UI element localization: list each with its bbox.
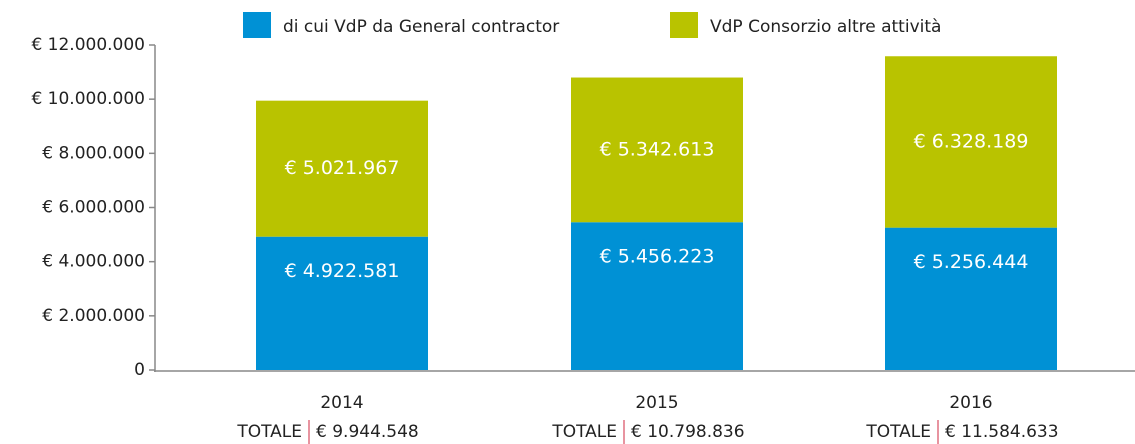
legend-label: di cui VdP da General contractor	[283, 17, 559, 37]
bar-value-label: € 5.021.967	[285, 157, 400, 179]
bar-segment	[256, 100, 428, 237]
bar-value-label: € 5.456.223	[600, 246, 715, 268]
bar-segment	[256, 236, 428, 370]
y-tick-label: € 8.000.000	[42, 143, 145, 163]
total-value: € 9.944.548	[316, 422, 419, 442]
total-label: TOTALE	[236, 422, 302, 442]
y-tick-label: € 2.000.000	[42, 306, 145, 326]
legend-swatch	[670, 12, 698, 38]
y-tick-label: € 12.000.000	[31, 35, 145, 55]
x-tick-label: 2014	[320, 393, 363, 413]
bar-segment	[885, 227, 1057, 370]
legend-swatch	[243, 12, 271, 38]
bar-segment	[885, 56, 1057, 228]
legend-label: VdP Consorzio altre attività	[710, 17, 941, 37]
y-tick-label: € 6.000.000	[42, 198, 145, 218]
total-label: TOTALE	[865, 422, 931, 442]
x-tick-label: 2016	[949, 393, 992, 413]
bar-value-label: € 5.342.613	[600, 138, 715, 160]
bar-value-label: € 5.256.444	[914, 251, 1029, 273]
total-label: TOTALE	[551, 422, 617, 442]
total-value: € 10.798.836	[631, 422, 745, 442]
y-tick-label: 0	[134, 360, 145, 380]
bar-segment	[571, 222, 743, 370]
bar-value-label: € 6.328.189	[914, 130, 1029, 152]
y-tick-label: € 10.000.000	[31, 89, 145, 109]
bar-value-label: € 4.922.581	[285, 260, 400, 282]
bar-segment	[571, 77, 743, 223]
total-value: € 11.584.633	[945, 422, 1059, 442]
x-tick-label: 2015	[635, 393, 678, 413]
y-tick-label: € 4.000.000	[42, 252, 145, 272]
